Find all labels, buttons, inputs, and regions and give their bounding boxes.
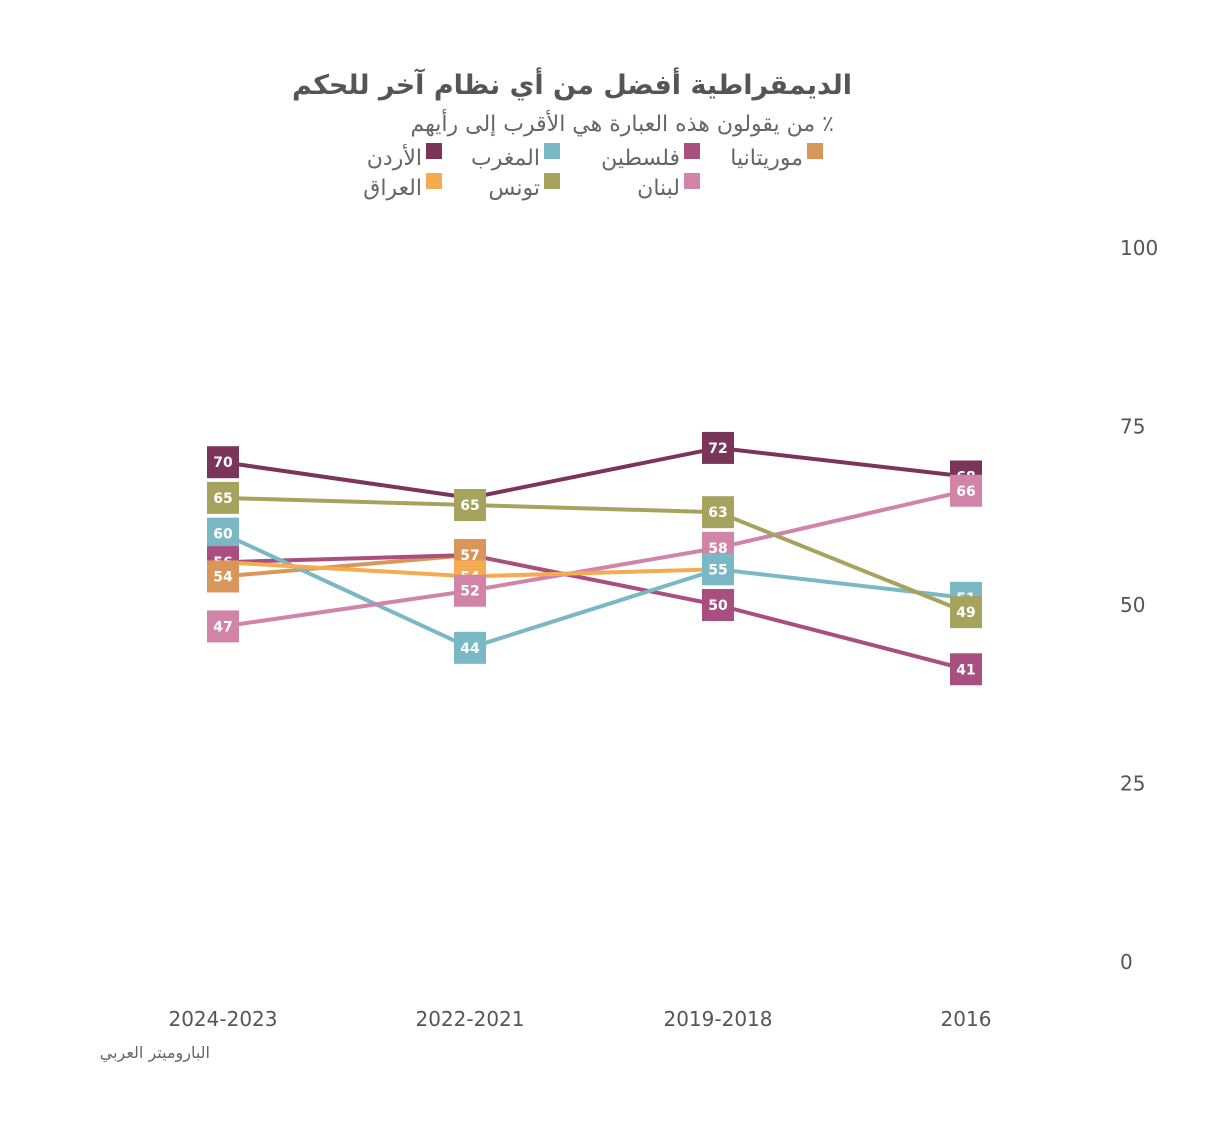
legend-swatch — [426, 173, 442, 189]
legend-label: الأردن — [367, 144, 422, 171]
y-tick-label: 25 — [1120, 772, 1145, 796]
data-label-text: 44 — [460, 641, 480, 657]
data-label-box — [207, 610, 239, 643]
data-label-text: 55 — [708, 562, 727, 578]
series-line — [221, 488, 968, 629]
data-label: 41 — [950, 653, 982, 686]
legend-label: العراق — [363, 176, 422, 201]
data-label: 60 — [207, 517, 239, 550]
data-label-box — [950, 653, 982, 686]
x-tick-label: 2019-2018 — [663, 1007, 772, 1031]
legend-swatch — [684, 173, 700, 189]
data-label-text: 63 — [708, 505, 727, 521]
legend-label: لبنان — [637, 176, 680, 201]
chart-title: الديمقراطية أفضل من أي نظام آخر للحكم — [292, 67, 852, 101]
legend-item: المغرب — [471, 143, 560, 171]
series-line — [221, 495, 968, 615]
y-tick-label: 0 — [1120, 950, 1133, 974]
data-label-box — [207, 560, 239, 593]
data-label-box — [207, 517, 239, 550]
data-label-text: 47 — [213, 619, 232, 635]
legend-label: فلسطين — [601, 146, 680, 171]
data-label: 44 — [454, 631, 486, 664]
series-line — [221, 445, 968, 500]
data-label-box — [454, 631, 486, 664]
x-axis: 2024-2023 2022-2021 2019-2018 2016 — [168, 1007, 991, 1031]
data-labels: 7065605654476557545244726358555068665149… — [207, 431, 982, 686]
legend-item: الأردن — [367, 143, 442, 171]
data-label-box — [950, 474, 982, 507]
data-label-box — [454, 574, 486, 607]
data-label-box — [702, 431, 734, 464]
legend-swatch — [807, 143, 823, 159]
data-label-box — [454, 489, 486, 522]
data-label: 63 — [702, 496, 734, 529]
y-tick-label: 75 — [1120, 415, 1145, 439]
data-label: 47 — [207, 610, 239, 643]
data-label-box — [702, 589, 734, 621]
data-label: 54 — [207, 560, 239, 593]
data-label: 66 — [950, 474, 982, 507]
data-label-box — [207, 446, 239, 479]
legend-item: لبنان — [637, 173, 700, 201]
data-label: 49 — [950, 596, 982, 629]
series-lines — [221, 445, 968, 672]
data-label-text: 70 — [213, 455, 233, 471]
legend-label: المغرب — [471, 146, 540, 171]
data-label-box — [950, 596, 982, 629]
legend-label: موريتانيا — [730, 146, 803, 171]
legend-swatch — [544, 173, 560, 189]
data-label-text: 66 — [956, 484, 975, 500]
y-tick-label: 100 — [1120, 236, 1158, 260]
data-label-text: 72 — [708, 441, 727, 457]
data-label: 52 — [454, 574, 486, 607]
legend-swatch — [426, 143, 442, 159]
legend-label: تونس — [488, 176, 540, 201]
legend-swatch — [544, 143, 560, 159]
x-tick-label: 2022-2021 — [415, 1007, 524, 1031]
y-tick-label: 50 — [1120, 593, 1145, 617]
data-label-text: 41 — [956, 662, 975, 678]
data-label: 65 — [207, 481, 239, 514]
data-label-text: 65 — [460, 498, 479, 514]
data-label-text: 50 — [708, 598, 728, 614]
data-label: 55 — [702, 553, 734, 586]
data-label: 72 — [702, 431, 734, 464]
data-label-text: 49 — [956, 605, 975, 621]
x-tick-label: 2016 — [941, 1007, 992, 1031]
y-axis: 0 25 50 75 100 — [1120, 236, 1158, 974]
data-label: 70 — [207, 446, 239, 479]
data-label-text: 60 — [213, 527, 233, 543]
legend-item: موريتانيا — [730, 143, 823, 171]
data-label-text: 52 — [460, 584, 479, 600]
legend: موريتانيا فلسطين المغرب الأردن لبنان تونس العر… — [363, 143, 823, 201]
series-line — [221, 531, 968, 650]
chart-subtitle: ٪ من يقولون هذه العبارة هي الأقرب إلى رأ… — [411, 109, 835, 137]
legend-item: تونس — [488, 173, 560, 201]
data-label: 65 — [454, 489, 486, 522]
data-label-box — [207, 481, 239, 514]
data-label-text: 58 — [708, 541, 727, 557]
data-label-box — [702, 553, 734, 586]
data-label-text: 57 — [460, 548, 479, 564]
legend-item: فلسطين — [601, 143, 700, 171]
legend-swatch — [684, 143, 700, 159]
data-label: 50 — [702, 589, 734, 621]
source-note: الباروميتر العربي — [100, 1043, 210, 1063]
series-line — [221, 553, 968, 672]
series-line — [221, 553, 472, 579]
x-tick-label: 2024-2023 — [168, 1007, 277, 1031]
data-label-text: 65 — [213, 491, 232, 507]
legend-item: العراق — [363, 173, 442, 201]
data-label-box — [702, 496, 734, 529]
data-label-text: 54 — [213, 569, 233, 585]
